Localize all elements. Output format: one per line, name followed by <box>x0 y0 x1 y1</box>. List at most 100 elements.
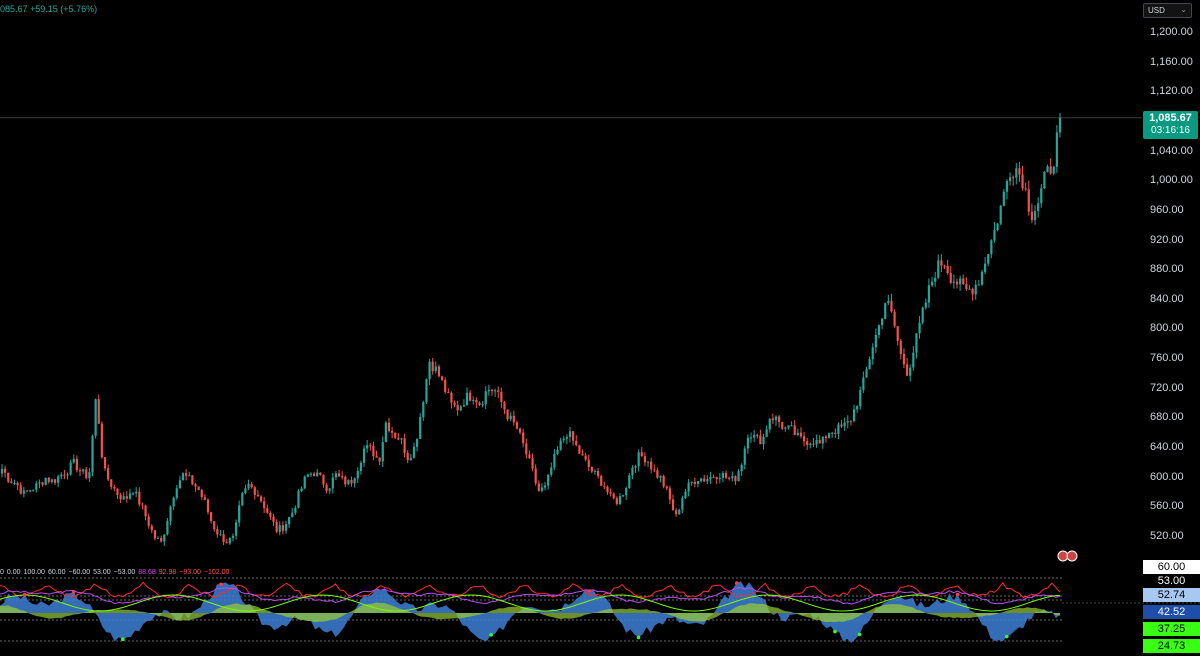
candle <box>821 436 824 449</box>
candle <box>712 474 715 478</box>
candle <box>528 450 531 459</box>
candle <box>57 474 60 488</box>
candle <box>294 505 297 515</box>
indicator-value: 0.00 <box>6 569 21 576</box>
price-axis-tick: 640.00 <box>1150 441 1184 454</box>
candle <box>840 419 843 428</box>
candle <box>69 459 72 476</box>
candle <box>350 476 353 487</box>
candle <box>82 468 85 475</box>
candle <box>887 294 890 305</box>
candle <box>259 494 263 503</box>
candle <box>359 460 363 475</box>
candle <box>266 504 269 514</box>
candle <box>706 475 709 485</box>
price-axis-tick: 1,120.00 <box>1150 85 1193 98</box>
candle <box>200 488 203 500</box>
candle <box>568 426 572 443</box>
candle <box>494 388 497 398</box>
candle <box>905 357 909 377</box>
candle <box>793 420 796 436</box>
osc-signal-dot <box>121 637 125 641</box>
candle <box>256 490 260 497</box>
candle <box>787 425 790 430</box>
candle <box>784 426 787 432</box>
indicator-value: −93.00 <box>179 569 201 576</box>
candle <box>946 259 949 276</box>
candle <box>778 415 781 428</box>
candle <box>72 454 75 464</box>
candle <box>890 293 893 313</box>
candle <box>665 485 668 491</box>
candle <box>213 521 216 532</box>
oscillator-axis-badge: 37.25 <box>1143 622 1200 636</box>
candle <box>600 474 603 486</box>
candle <box>996 222 999 232</box>
candle <box>469 390 472 402</box>
candle <box>353 477 356 488</box>
candle <box>868 356 871 370</box>
candle <box>562 435 565 443</box>
candle <box>934 271 937 287</box>
price-change-text: 085.67 +59.15 (+5.76%) <box>0 4 98 14</box>
candle <box>781 421 784 431</box>
candle <box>85 467 88 480</box>
candle <box>225 538 228 544</box>
candle <box>394 432 397 439</box>
current-price-badge: 1,085.67 03:16:16 <box>1143 111 1198 139</box>
candle <box>921 306 924 325</box>
candle <box>428 358 431 386</box>
currency-selector[interactable]: USD ⌄ <box>1143 3 1192 18</box>
candle <box>169 505 172 526</box>
candle <box>587 454 590 472</box>
candle <box>509 412 512 422</box>
candle <box>806 438 809 450</box>
candle <box>896 326 899 346</box>
candle <box>228 537 231 545</box>
candle <box>924 298 927 310</box>
candle <box>796 428 799 437</box>
candle <box>640 447 643 457</box>
candle <box>369 442 372 451</box>
candle <box>999 204 1002 226</box>
price-axis-tick: 1,000.00 <box>1150 174 1193 187</box>
candle <box>550 462 553 477</box>
candle <box>762 434 765 450</box>
candle <box>103 457 107 471</box>
candle <box>216 525 219 538</box>
candle <box>253 485 256 500</box>
candle <box>66 472 69 480</box>
osc-signal-dot <box>857 632 862 637</box>
candle <box>774 415 778 426</box>
candle <box>881 317 884 330</box>
candle <box>753 430 756 442</box>
candle <box>662 474 665 489</box>
candle <box>771 413 774 424</box>
candle <box>1055 125 1058 173</box>
candle <box>378 457 381 466</box>
candle <box>834 428 837 439</box>
candle <box>693 477 696 488</box>
currency-label: USD <box>1148 6 1165 15</box>
candle <box>746 434 750 454</box>
candle <box>91 434 94 477</box>
candle <box>487 384 490 396</box>
candle <box>737 469 740 482</box>
candle <box>1018 161 1021 182</box>
candle <box>153 529 157 541</box>
candle <box>522 428 525 448</box>
candle <box>444 377 447 394</box>
oscillator-axis-badge: 52.74 <box>1143 588 1200 602</box>
candle <box>877 324 881 339</box>
bar-countdown: 03:16:16 <box>1151 125 1190 136</box>
candle <box>980 269 984 286</box>
candle <box>899 338 902 360</box>
price-axis-tick: 1,040.00 <box>1150 144 1193 157</box>
candle <box>63 469 66 480</box>
candle <box>41 481 44 487</box>
candle <box>447 388 450 393</box>
candle <box>681 495 684 514</box>
candle <box>827 432 831 439</box>
